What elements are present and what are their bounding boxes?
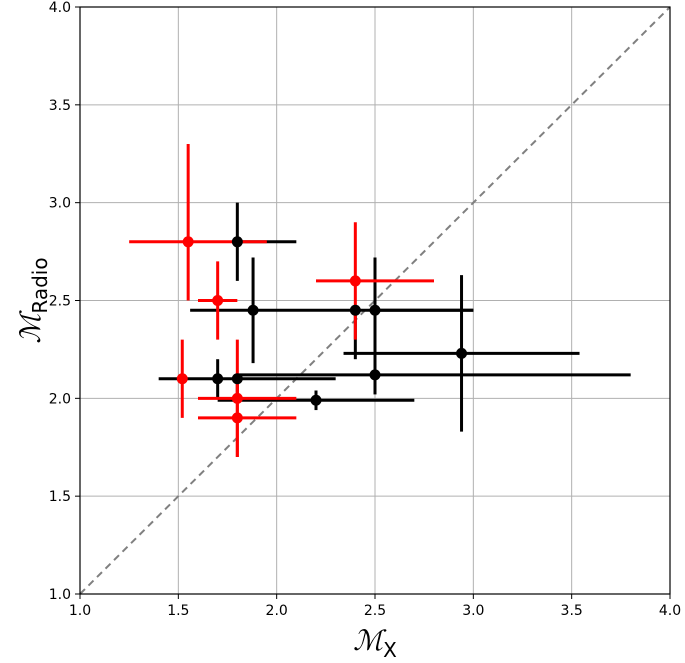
x-tick-label: 3.0 [462, 603, 484, 619]
ticks: 1.0 1.5 2.0 2.5 3.0 3.5 4.0 1.0 1.5 2.0 2.5 3.0 3.5 4… [49, 0, 681, 619]
data-point-black [231, 373, 243, 385]
x-tick-label: 3.5 [561, 603, 583, 619]
y-tick-label: 4.0 [49, 0, 71, 16]
y-tick-label: 2.5 [49, 294, 71, 310]
x-axis-label: ℳX [353, 624, 397, 662]
x-tick-label: 2.0 [266, 603, 288, 619]
data-point-red [231, 412, 243, 424]
data-points [176, 236, 468, 424]
data-point-red [231, 392, 243, 404]
data-point-red [349, 275, 361, 287]
data-point-black [247, 304, 259, 316]
data-point-red [182, 236, 194, 248]
x-axis-label-sub: X [383, 638, 397, 662]
data-point-black [310, 394, 322, 406]
data-point-red [176, 373, 188, 385]
data-point-black [456, 347, 468, 359]
y-axis-label-main: ℳ [14, 310, 47, 344]
data-point-black [369, 304, 381, 316]
data-point-black [369, 369, 381, 381]
x-tick-label: 1.5 [167, 603, 189, 619]
y-axis-label: ℳRadio [14, 257, 52, 343]
data-point-red [212, 295, 224, 306]
x-tick-label: 2.5 [364, 603, 386, 619]
y-tick-label: 1.5 [49, 489, 71, 505]
y-tick-label: 2.0 [49, 391, 71, 407]
one-to-one-reference-line [79, 6, 671, 595]
y-axis-label-sub: Radio [28, 257, 52, 313]
x-axis-label-main: ℳ [353, 624, 387, 657]
y-tick-label: 3.0 [49, 196, 71, 212]
data-point-black [349, 304, 361, 316]
reference-line-layer [79, 6, 671, 595]
data-point-black [231, 236, 243, 248]
y-tick-label: 3.5 [49, 98, 71, 114]
x-tick-label: 1.0 [69, 603, 91, 619]
data-point-black [212, 373, 224, 385]
x-tick-label: 4.0 [659, 603, 681, 619]
y-tick-label: 1.0 [49, 587, 71, 603]
